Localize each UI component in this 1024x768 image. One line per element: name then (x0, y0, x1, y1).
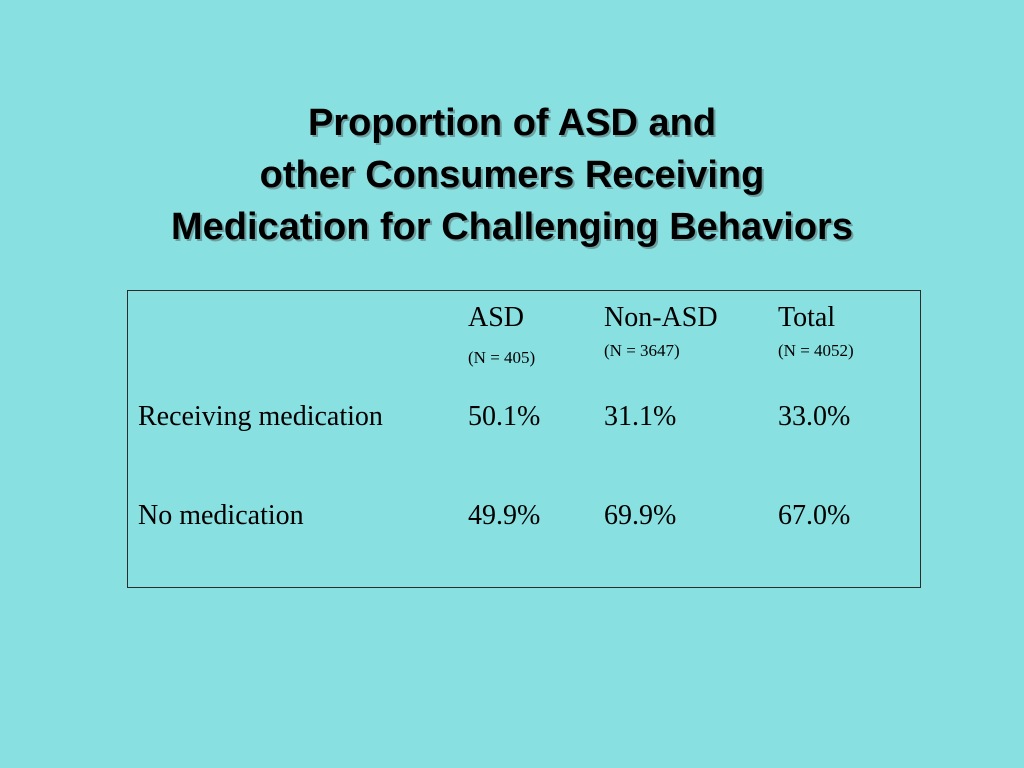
cell-no-medication-asd: 49.9% (468, 500, 541, 531)
title-line-1: Proportion of ASD and (307, 102, 717, 144)
title-line-2: other Consumers Receiving (259, 154, 765, 196)
cell-receiving-asd: 50.1% (468, 401, 541, 432)
column-n-total: (N = 4052) (778, 341, 854, 360)
title-line-3: Medication for Challenging Behaviors (171, 206, 853, 248)
cell-no-medication-total: 67.0% (778, 500, 851, 531)
cell-receiving-non-asd: 31.1% (604, 401, 677, 432)
row-label-no-medication: No medication (138, 500, 304, 531)
column-header-total: Total (778, 302, 836, 333)
slide-title: Proportion of ASD and other Consumers Re… (0, 97, 1024, 253)
row-label-receiving-medication: Receiving medication (138, 401, 383, 432)
column-header-non-asd: Non-ASD (604, 302, 718, 333)
cell-receiving-total: 33.0% (778, 401, 851, 432)
column-n-asd: (N = 405) (468, 348, 536, 367)
cell-no-medication-non-asd: 69.9% (604, 500, 677, 531)
data-table: ASD (N = 405) Non-ASD (N = 3647) Total (… (127, 290, 921, 588)
column-n-non-asd: (N = 3647) (604, 341, 680, 360)
column-header-asd: ASD (468, 302, 525, 333)
